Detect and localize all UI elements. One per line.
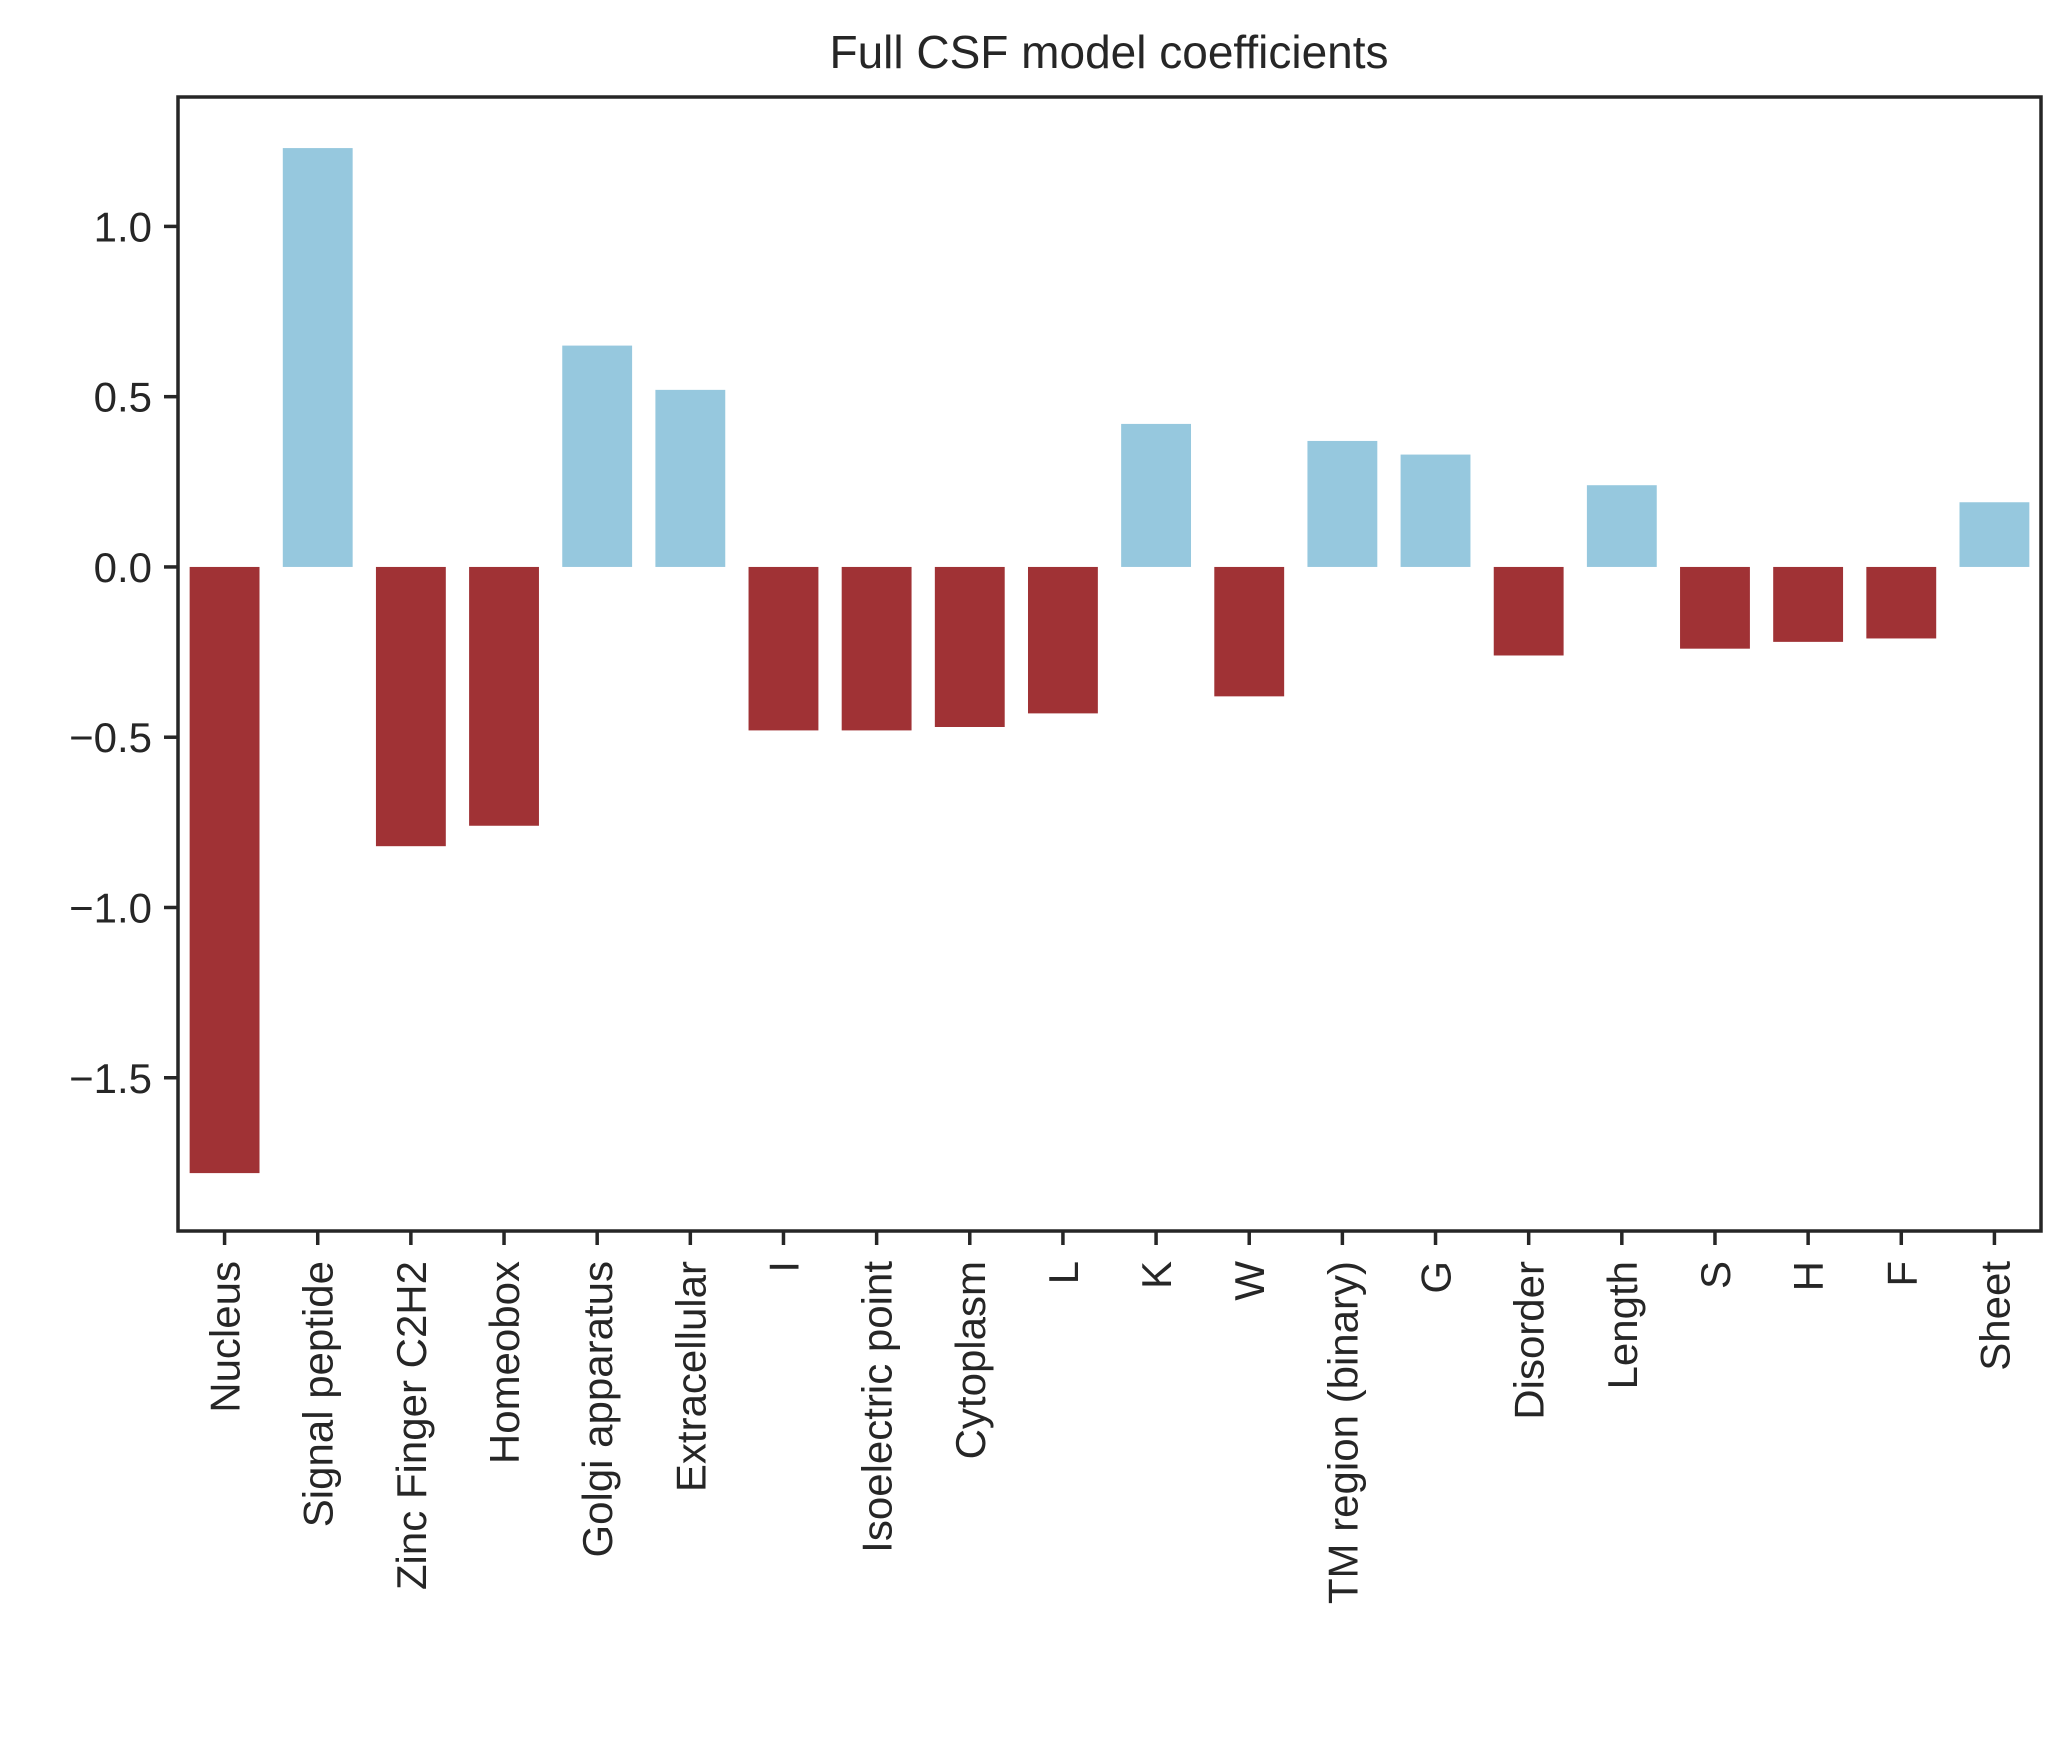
x-tick-label: Nucleus bbox=[202, 1261, 249, 1413]
x-tick-label: H bbox=[1785, 1261, 1832, 1291]
chart-title: Full CSF model coefficients bbox=[829, 26, 1388, 78]
bar-zinc-finger-c2h2 bbox=[375, 566, 446, 847]
bar-cytoplasm bbox=[934, 566, 1005, 727]
y-axis: 1.0 0.5 0.0 −0.5 −1.0 −1.5 bbox=[69, 203, 178, 1102]
bar-extracellular bbox=[655, 389, 726, 567]
bar-f bbox=[1866, 566, 1937, 639]
y-tick-label: −1.0 bbox=[69, 884, 152, 931]
x-tick-label: Extracellular bbox=[667, 1261, 714, 1492]
x-tick-label: Length bbox=[1599, 1261, 1646, 1389]
y-tick-label: 1.0 bbox=[94, 203, 152, 250]
bar-signal-peptide bbox=[282, 148, 353, 567]
y-tick-label: 0.5 bbox=[94, 374, 152, 421]
x-tick-label: Sheet bbox=[1971, 1261, 2018, 1371]
x-tick-label: Disorder bbox=[1506, 1261, 1553, 1420]
x-tick-label: K bbox=[1133, 1261, 1180, 1289]
x-tick-label: Cytoplasm bbox=[947, 1261, 994, 1459]
x-tick-label: G bbox=[1413, 1261, 1460, 1294]
x-tick-label: Zinc Finger C2H2 bbox=[388, 1261, 435, 1590]
bar-homeobox bbox=[469, 566, 539, 826]
x-tick-label: I bbox=[760, 1261, 807, 1273]
bar-s bbox=[1680, 566, 1750, 649]
x-tick-label: Isoelectric point bbox=[854, 1261, 901, 1553]
bar-sheet bbox=[1959, 502, 2030, 567]
x-tick-label: TM region (binary) bbox=[1319, 1261, 1366, 1604]
bar-nucleus bbox=[189, 566, 260, 1174]
bar-w bbox=[1214, 566, 1285, 697]
bars-layer bbox=[189, 148, 2030, 1174]
x-axis: Nucleus Signal peptide Zinc Finger C2H2 Hom… bbox=[202, 1231, 2018, 1604]
x-tick-label: Golgi apparatus bbox=[574, 1261, 621, 1558]
bar-isoelectric-point bbox=[841, 566, 912, 731]
plot-frame bbox=[176, 95, 2043, 1233]
bar-l bbox=[1027, 566, 1098, 714]
bar-g bbox=[1400, 454, 1471, 567]
x-tick-label: L bbox=[1040, 1261, 1087, 1284]
bar-golgi-apparatus bbox=[562, 345, 633, 567]
bar-i bbox=[748, 566, 819, 731]
x-tick-label: S bbox=[1692, 1261, 1739, 1289]
bar-tm-region-binary bbox=[1307, 440, 1378, 567]
y-tick-label: −1.5 bbox=[69, 1055, 152, 1102]
x-tick-label: Signal peptide bbox=[295, 1261, 342, 1527]
bar-length bbox=[1586, 485, 1657, 567]
y-tick-label: 0.0 bbox=[94, 544, 152, 591]
x-tick-label: Homeobox bbox=[481, 1261, 528, 1464]
x-tick-label: W bbox=[1226, 1261, 1273, 1301]
y-tick-label: −0.5 bbox=[69, 714, 152, 761]
x-tick-label: F bbox=[1878, 1261, 1925, 1287]
bar-h bbox=[1773, 566, 1844, 642]
bar-k bbox=[1121, 423, 1192, 567]
bar-disorder bbox=[1493, 566, 1564, 656]
